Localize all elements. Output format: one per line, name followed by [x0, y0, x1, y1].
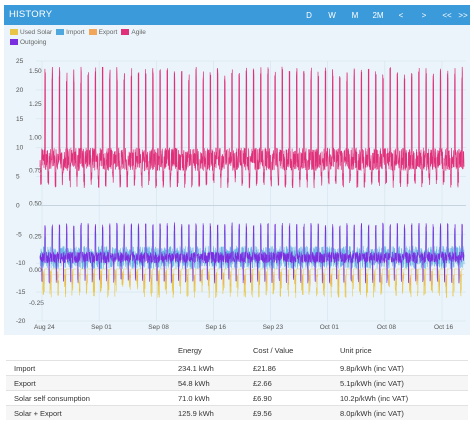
- y-tick-label: -15: [16, 289, 26, 296]
- row-cost: £2.66: [253, 378, 272, 388]
- y-tick-label: 20: [16, 87, 24, 94]
- legend-export[interactable]: Export: [88, 29, 117, 36]
- legend-outgoing[interactable]: Outgoing: [10, 39, 46, 46]
- right-tick-label: 0.00: [29, 267, 42, 274]
- right-tick-label: 0.25: [29, 234, 42, 241]
- row-label: Import: [14, 363, 36, 373]
- day-view-button[interactable]: D: [298, 5, 320, 25]
- y-tick-label: 5: [16, 174, 20, 181]
- row-label: Solar self consumption: [14, 393, 90, 403]
- series-export-line: [40, 274, 464, 287]
- row-label: Solar + Export: [14, 408, 62, 418]
- header-cost: Cost / Value: [253, 345, 294, 355]
- row-unit-price: 5.1p/kWh (inc VAT): [340, 378, 404, 388]
- next-button[interactable]: >: [413, 5, 435, 25]
- row-energy: 54.8 kWh: [178, 378, 210, 388]
- row-unit-price: 9.8p/kWh (inc VAT): [340, 363, 404, 373]
- y-tick-label: -20: [16, 318, 26, 325]
- history-chart[interactable]: 25 20 15 10 5 0 -5 -10 -15 -20 1.50 1.25 1.00 0.75 0.5…: [4, 25, 470, 335]
- table-row: Solar self consumption 71.0 kWh £6.90 10…: [6, 390, 468, 405]
- row-energy: 125.9 kWh: [178, 408, 214, 418]
- x-tick-label: Oct 16: [434, 324, 454, 331]
- y-tick-label: 15: [16, 116, 24, 123]
- x-tick-label: Sep 23: [263, 324, 284, 331]
- row-energy: 71.0 kWh: [178, 393, 210, 403]
- legend-agile[interactable]: Agile: [121, 29, 146, 36]
- history-header-bar: HISTORY D W M 2M < > << >>: [4, 5, 470, 25]
- chart-legend: Used Solar Import Export Agile Outgoing: [10, 27, 150, 47]
- legend-import[interactable]: Import: [56, 29, 85, 36]
- outgoing-swatch: [10, 39, 18, 45]
- series-agile-line: [39, 66, 465, 189]
- right-tick-label: -0.25: [29, 300, 44, 307]
- right-tick-label: 1.50: [29, 68, 42, 75]
- y-tick-label: 10: [16, 145, 24, 152]
- y-tick-label: -10: [16, 260, 26, 267]
- jump-back-button[interactable]: <<: [436, 5, 458, 25]
- month-view-button[interactable]: M: [344, 5, 366, 25]
- right-tick-label: 0.75: [29, 167, 42, 174]
- x-tick-label: Oct 08: [377, 324, 397, 331]
- row-unit-price: 10.2p/kWh (inc VAT): [340, 393, 409, 403]
- table-row: Import 234.1 kWh £21.86 9.8p/kWh (inc VA…: [6, 360, 468, 375]
- import-swatch: [56, 29, 65, 35]
- x-tick-label: Sep 08: [148, 324, 169, 331]
- used-solar-swatch: [10, 29, 18, 35]
- x-tick-label: Sep 01: [91, 324, 112, 331]
- summary-table: Energy Cost / Value Unit price Import 23…: [6, 340, 468, 420]
- y-tick-label: 25: [16, 58, 24, 65]
- y-tick-label: 0: [16, 202, 20, 209]
- history-title: HISTORY: [9, 9, 53, 20]
- x-tick-label: Aug 24: [34, 324, 55, 331]
- header-unit-price: Unit price: [340, 345, 372, 355]
- y-tick-label: -5: [16, 231, 22, 238]
- jump-forward-button[interactable]: >>: [456, 5, 470, 25]
- week-view-button[interactable]: W: [321, 5, 343, 25]
- export-swatch: [88, 29, 97, 35]
- series-outgoing-line: [39, 221, 465, 284]
- history-chart-svg: 25 20 15 10 5 0 -5 -10 -15 -20 1.50 1.25 1.00 0.75 0.5…: [16, 58, 466, 331]
- x-tick-label: Oct 01: [320, 324, 340, 331]
- row-energy: 234.1 kWh: [178, 363, 214, 373]
- agile-swatch: [121, 29, 130, 35]
- x-tick-label: Sep 16: [205, 324, 226, 331]
- summary-table-header: Energy Cost / Value Unit price: [6, 340, 468, 360]
- row-cost: £6.90: [253, 393, 272, 403]
- legend-used-solar[interactable]: Used Solar: [10, 29, 52, 36]
- two-month-view-button[interactable]: 2M: [367, 5, 389, 25]
- right-tick-label: 1.00: [29, 134, 42, 141]
- header-energy: Energy: [178, 345, 202, 355]
- row-cost: £21.86: [253, 363, 276, 373]
- table-row: Solar + Export 125.9 kWh £9.56 8.0p/kWh …: [6, 405, 468, 420]
- row-label: Export: [14, 378, 36, 388]
- row-cost: £9.56: [253, 408, 272, 418]
- previous-button[interactable]: <: [390, 5, 412, 25]
- right-tick-label: 0.50: [29, 201, 42, 208]
- series-import-line: [39, 227, 465, 270]
- table-row: Export 54.8 kWh £2.66 5.1p/kWh (inc VAT): [6, 375, 468, 390]
- series-used-solar-line: [40, 268, 464, 299]
- right-tick-label: 1.25: [29, 101, 42, 108]
- row-unit-price: 8.0p/kWh (inc VAT): [340, 408, 404, 418]
